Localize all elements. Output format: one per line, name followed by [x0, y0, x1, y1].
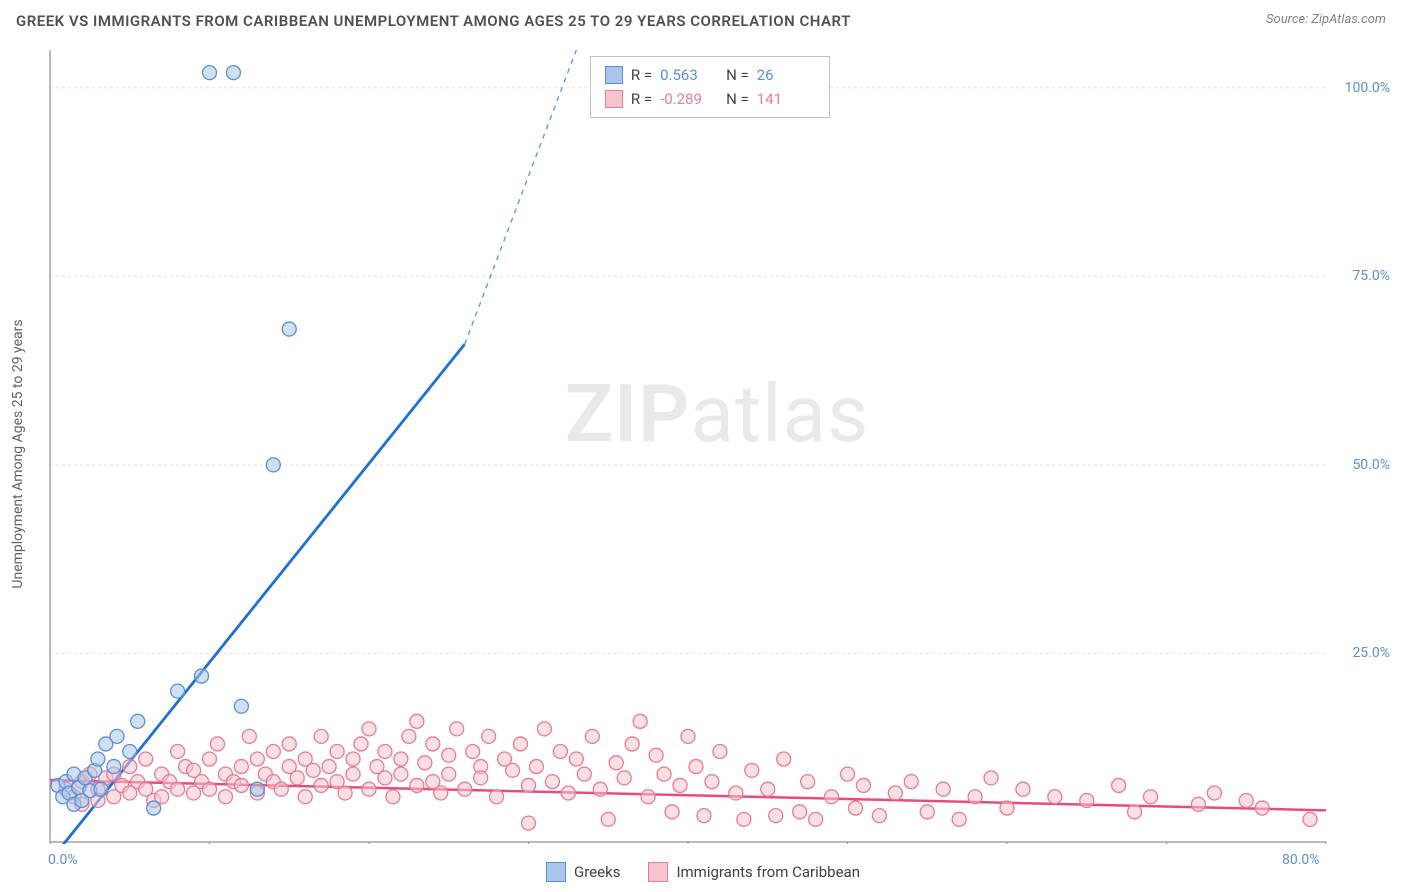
stats-row: R = 0.563 N = 26: [605, 63, 815, 87]
stat-r-value: 0.563: [660, 63, 718, 87]
legend-item: Greeks: [546, 862, 620, 882]
chart-container: Unemployment Among Ages 25 to 29 years Z…: [48, 48, 1386, 844]
stats-row: R = -0.289 N = 141: [605, 87, 815, 111]
legend-swatch: [546, 862, 566, 882]
legend-swatch: [648, 862, 668, 882]
stat-n-value: 141: [757, 87, 815, 111]
stat-n-label: N =: [726, 87, 749, 111]
stat-r-label: R =: [631, 63, 652, 87]
stat-r-label: R =: [631, 87, 652, 111]
stat-r-value: -0.289: [660, 87, 718, 111]
legend-label: Greeks: [574, 863, 620, 881]
stats-box: R = 0.563 N = 26 R = -0.289 N = 141: [590, 56, 830, 118]
x-tick-label: 0.0%: [48, 852, 78, 868]
stat-swatch: [605, 66, 623, 84]
y-tick-label: 25.0%: [1352, 645, 1390, 661]
scatter-plot: [48, 48, 1386, 844]
source-label: Source: ZipAtlas.com: [1266, 12, 1386, 27]
y-tick-label: 50.0%: [1352, 457, 1390, 473]
x-tick-label: 80.0%: [1282, 852, 1320, 868]
stat-n-value: 26: [757, 63, 815, 87]
stat-swatch: [605, 90, 623, 108]
y-tick-label: 100.0%: [1345, 80, 1390, 96]
y-tick-label: 75.0%: [1352, 268, 1390, 284]
y-axis-label: Unemployment Among Ages 25 to 29 years: [10, 319, 26, 588]
chart-title: GREEK VS IMMIGRANTS FROM CARIBBEAN UNEMP…: [16, 12, 851, 30]
legend-label: Immigrants from Caribbean: [676, 863, 860, 881]
legend: Greeks Immigrants from Caribbean: [546, 862, 860, 882]
legend-item: Immigrants from Caribbean: [648, 862, 860, 882]
stat-n-label: N =: [726, 63, 749, 87]
